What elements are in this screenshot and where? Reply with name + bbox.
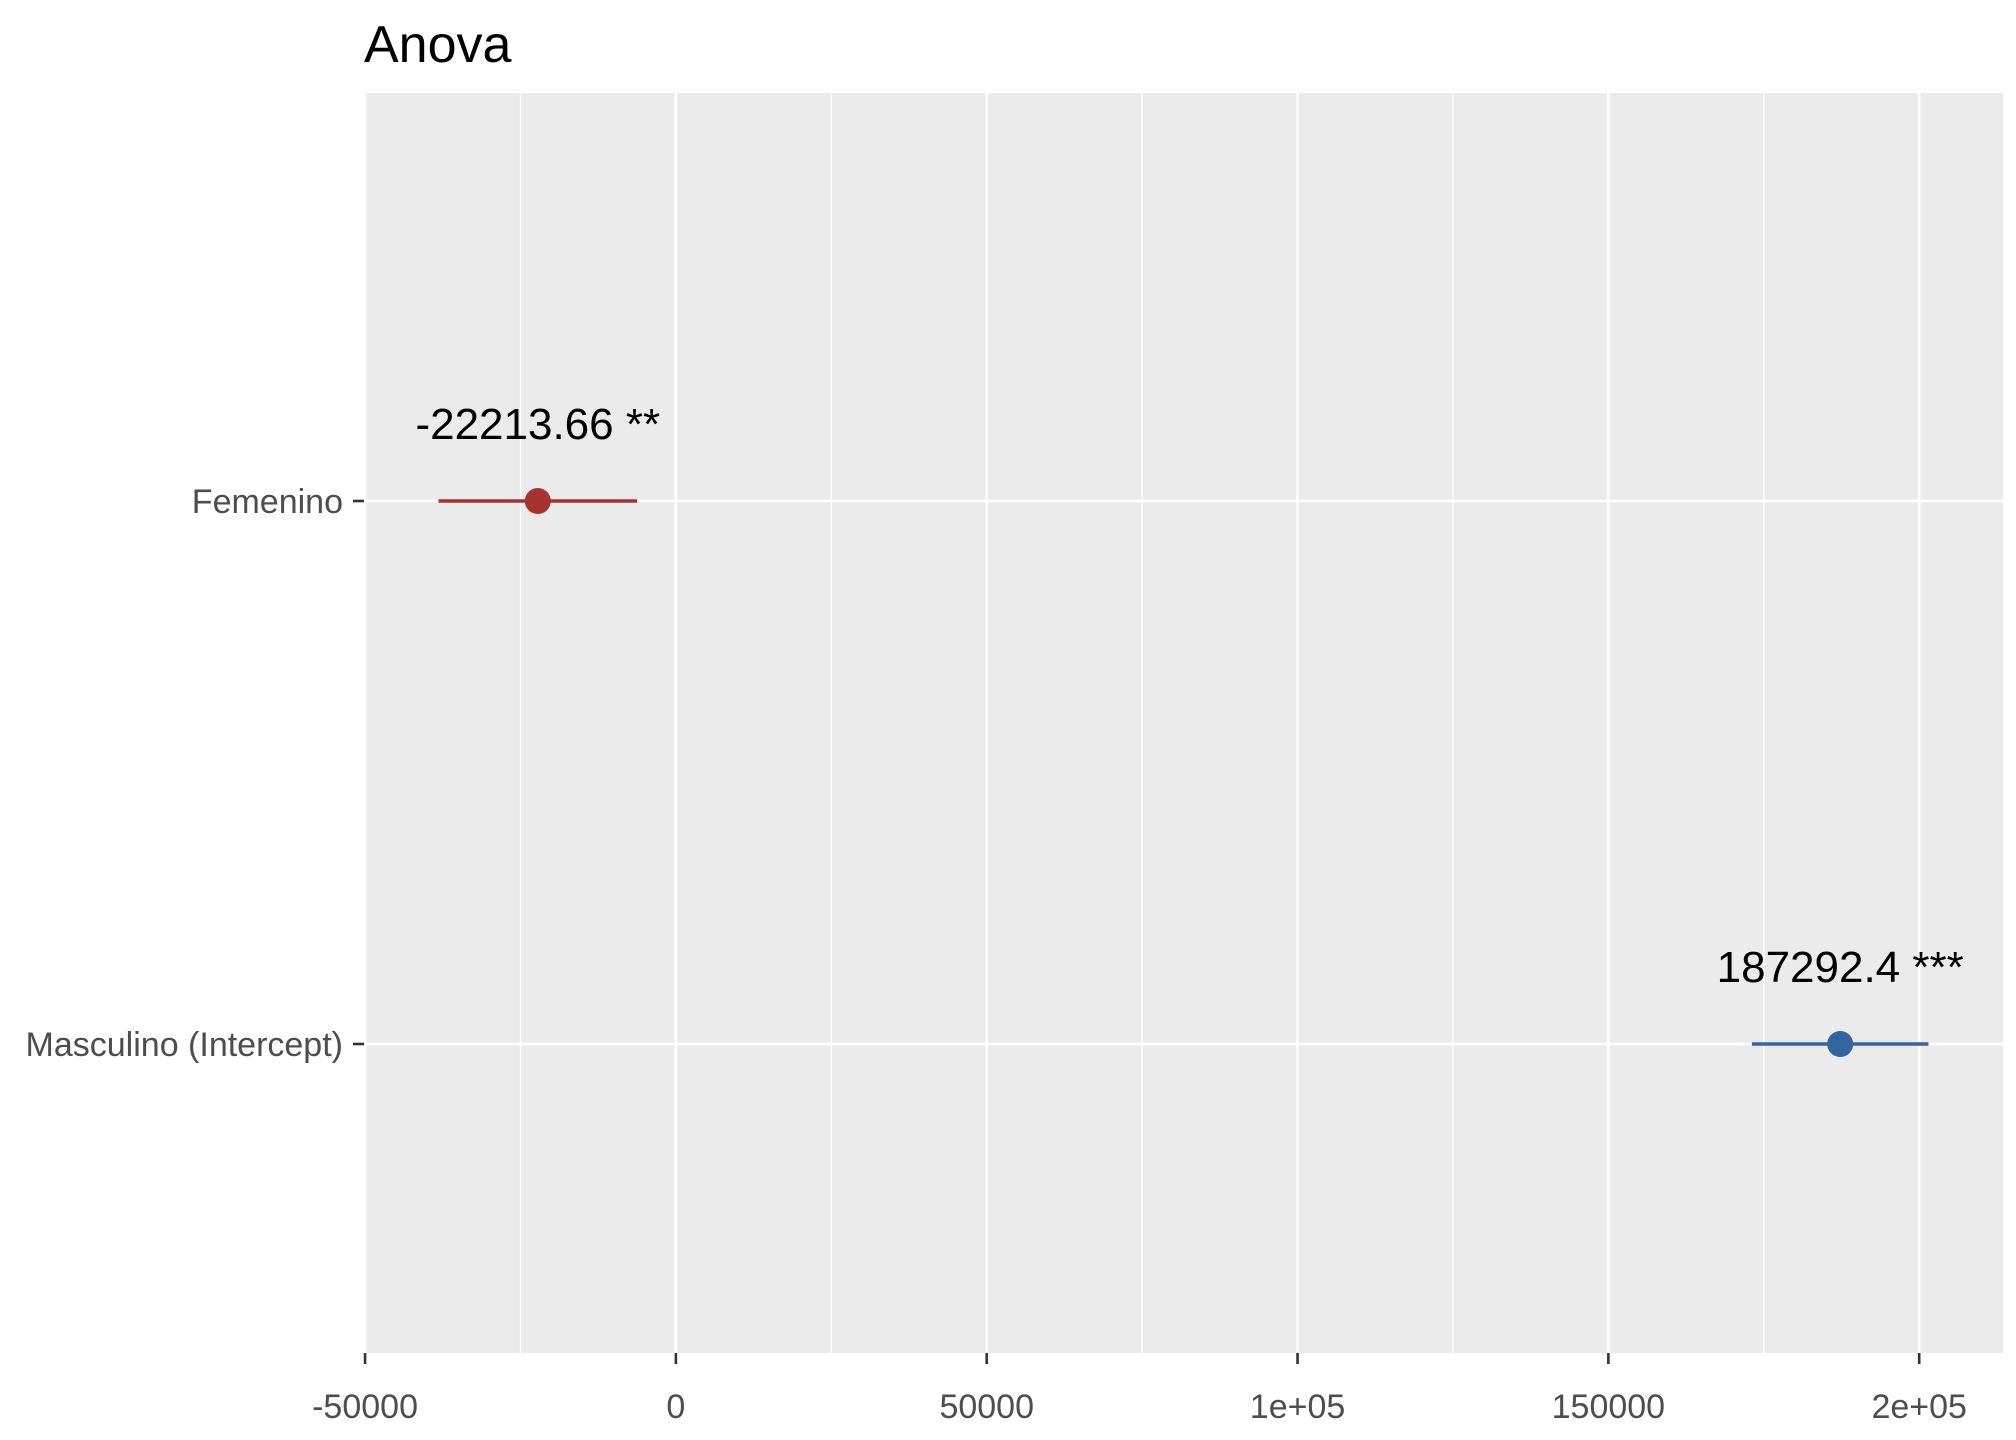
y-axis: Femenino Masculino (Intercept) <box>26 483 364 1064</box>
value-label: 187292.4 *** <box>1717 943 1964 992</box>
plot-marks: -22213.66 ** 187292.4 *** <box>415 400 1964 1057</box>
x-axis: -50000 0 50000 1e+05 150000 2e+05 <box>312 1353 1967 1426</box>
estimate-point <box>1827 1031 1854 1057</box>
plot-panel <box>363 93 2003 1353</box>
x-tick-label: 50000 <box>939 1388 1034 1426</box>
y-tick-label: Femenino <box>192 483 343 521</box>
x-tick-label: 0 <box>666 1388 685 1426</box>
x-tick-label: 2e+05 <box>1871 1388 1967 1426</box>
x-tick-label: 1e+05 <box>1250 1388 1346 1426</box>
chart-title: Anova <box>364 16 512 74</box>
x-tick-label: -50000 <box>312 1388 418 1426</box>
x-tick-label: 150000 <box>1552 1388 1665 1426</box>
panel-background <box>364 93 2003 1353</box>
estimate-point <box>524 488 551 514</box>
value-label: -22213.66 ** <box>415 400 660 449</box>
y-tick-label: Masculino (Intercept) <box>26 1026 343 1064</box>
